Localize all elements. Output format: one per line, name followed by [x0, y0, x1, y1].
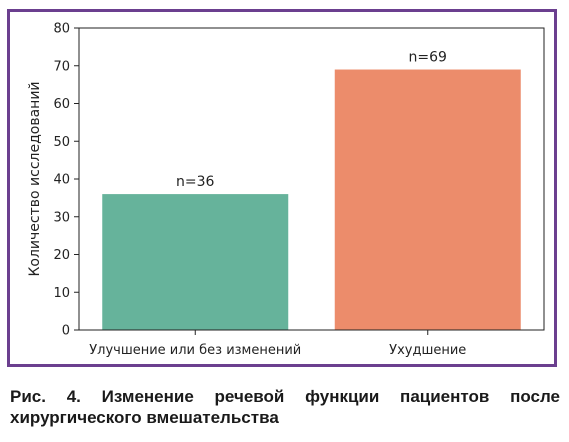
y-tick-label-0: 0: [62, 324, 70, 339]
y-tick-label-80: 80: [53, 22, 70, 37]
y-tick-label-70: 70: [53, 59, 70, 74]
bar-2: [334, 69, 521, 331]
y-tick-label-10: 10: [53, 286, 70, 301]
x-tick-label-2: Ухудшение: [389, 343, 466, 358]
x-tick-label-1: Улучшение или без изменений: [89, 343, 301, 358]
y-tick-label-20: 20: [53, 248, 70, 263]
bar-1: [102, 194, 289, 330]
figure-caption: Рис. 4. Изменение речевой функции пациен…: [10, 387, 560, 427]
data-label-2: n=69: [409, 50, 447, 66]
y-tick-label-30: 30: [53, 210, 70, 225]
y-axis-title: Количество исследований: [27, 81, 43, 276]
bar-chart: n=36 Улучшение или без изменений n=69 Ухудш…: [27, 22, 545, 358]
figure-frame: n=36 Улучшение или без изменений n=69 Ухудш…: [7, 9, 557, 367]
plot-area-frame: [78, 27, 545, 331]
data-label-1: n=36: [176, 174, 215, 190]
y-tick-label-60: 60: [53, 97, 70, 112]
y-tick-label-50: 50: [53, 135, 70, 150]
y-tick-label-40: 40: [53, 173, 70, 188]
